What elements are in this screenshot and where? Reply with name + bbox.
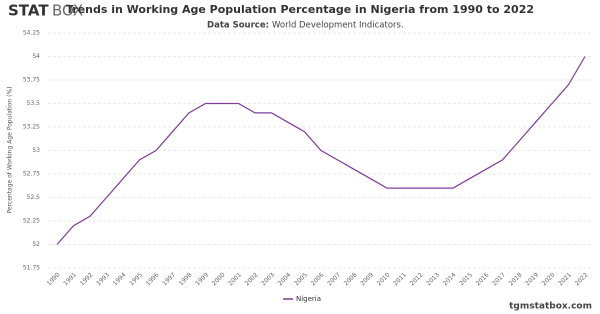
- x-tick-label: 2016: [475, 271, 491, 287]
- x-tick-label: 2012: [409, 271, 425, 287]
- y-tick-label: 52.75: [23, 171, 40, 178]
- y-tick-label: 53.25: [23, 124, 40, 131]
- legend-label: Nigeria: [296, 295, 321, 303]
- y-tick-label: 53.75: [23, 77, 40, 84]
- x-tick-label: 1993: [95, 271, 111, 287]
- logo-bold: STAT: [8, 2, 49, 20]
- x-tick-label: 2010: [376, 271, 392, 287]
- data-line: [56, 56, 586, 245]
- source-label: Data Source:: [207, 21, 269, 31]
- y-tick-label: 52.25: [23, 218, 40, 225]
- logo-light: BOX: [52, 2, 83, 20]
- x-tick-label: 2021: [557, 271, 573, 287]
- x-tick-label: 2020: [541, 271, 557, 287]
- x-tick-label: 2013: [425, 271, 441, 287]
- y-axis-label: Percentage of Working Age Population (%): [7, 86, 14, 213]
- y-tick-label: 53: [32, 147, 40, 154]
- x-tick-label: 2015: [458, 271, 474, 287]
- x-tick-label: 2009: [359, 271, 375, 287]
- x-tick-label: 2003: [260, 271, 276, 287]
- x-tick-label: 1994: [112, 271, 128, 287]
- x-tick-label: 1992: [79, 271, 95, 287]
- x-tick-label: 1991: [62, 271, 78, 287]
- x-tick-label: 1999: [194, 271, 210, 287]
- x-tick-label: 2002: [244, 271, 260, 287]
- x-tick-label: 2005: [293, 271, 309, 287]
- y-tick-label: 53.5: [27, 100, 41, 107]
- x-tick-label: 2008: [343, 271, 359, 287]
- x-tick-label: 1995: [128, 271, 144, 287]
- x-tick-label: 1997: [161, 271, 177, 287]
- x-tick-label: 2011: [392, 271, 408, 287]
- chart-title: Trends in Working Age Population Percent…: [66, 3, 534, 16]
- x-tick-label: 2019: [524, 271, 540, 287]
- x-tick-label: 2007: [326, 271, 342, 287]
- x-tick-label: 2018: [508, 271, 524, 287]
- footer: tgmstatbox.com: [509, 302, 592, 312]
- x-tick-label: 2006: [310, 271, 326, 287]
- x-tick-label: 2022: [574, 271, 590, 287]
- x-tick-label: 1990: [46, 271, 62, 287]
- y-tick-label: 54.25: [23, 30, 40, 37]
- y-tick-label: 54: [32, 53, 40, 60]
- x-tick-label: 2001: [227, 271, 243, 287]
- y-tick-label: 52: [32, 241, 40, 248]
- x-tick-label: 1998: [178, 271, 194, 287]
- x-tick-label: 2017: [491, 271, 507, 287]
- source: World Development Indicators.: [272, 21, 404, 31]
- x-tick-label: 2004: [277, 271, 293, 287]
- x-tick-label: 2014: [442, 271, 458, 287]
- y-tick-label: 52.5: [27, 194, 41, 201]
- x-tick-label: 2000: [211, 271, 227, 287]
- y-tick-label: 51.75: [23, 265, 40, 272]
- x-tick-label: 1996: [145, 271, 161, 287]
